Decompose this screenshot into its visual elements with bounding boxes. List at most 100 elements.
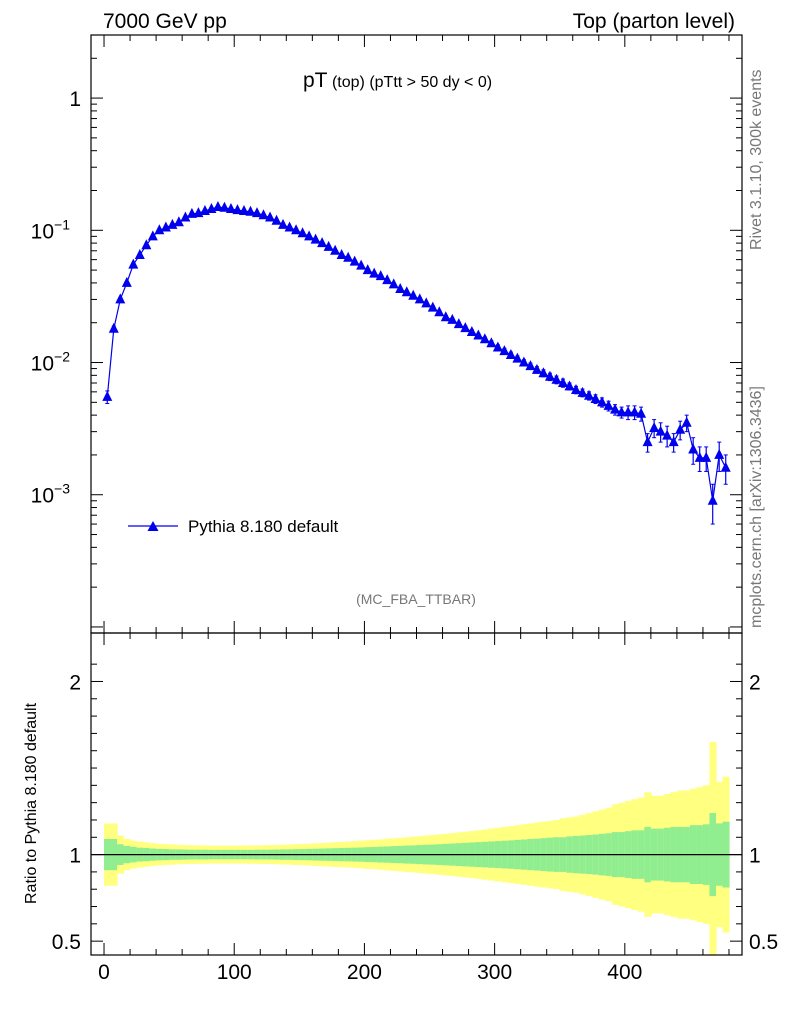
data-point-marker: [518, 356, 529, 367]
data-point-marker: [167, 218, 178, 229]
y-tick-label-exp: −3: [54, 481, 70, 497]
data-point-marker: [330, 244, 341, 255]
data-point-marker: [219, 201, 230, 212]
data-point-marker: [265, 211, 276, 222]
header-right-label: Top (parton level): [573, 10, 735, 33]
series-markers: [102, 201, 731, 505]
data-point-marker: [173, 216, 184, 227]
data-point-marker: [688, 443, 699, 454]
data-point-marker: [701, 451, 712, 462]
data-point-marker: [252, 207, 263, 218]
data-point-marker: [538, 367, 549, 378]
legend-marker-icon: [147, 521, 159, 531]
main-plot-panel: 110−110−210−3 pT (top) (pTtt > 50 dy < 0…: [31, 34, 743, 634]
data-point-marker: [512, 352, 523, 363]
data-point-marker: [115, 293, 126, 304]
ratio-plot-panel: 0.5 0.5 1 1 2 2 0 100 200 300 400 Ratio to Pythia…: [23, 632, 778, 984]
data-point-marker: [486, 337, 497, 348]
data-point-marker: [649, 421, 660, 432]
data-point-marker: [629, 406, 640, 417]
data-point-marker: [636, 407, 647, 418]
data-point-marker: [232, 204, 243, 215]
x-tick-labels: 0 100 200 300 400: [98, 961, 642, 984]
plot-title-main: pT: [303, 69, 328, 92]
data-point-marker: [121, 276, 132, 287]
y-tick-label: 10−1: [31, 216, 71, 243]
plot-title-sub2: (pTtt > 50 dy < 0): [369, 74, 492, 91]
data-point-marker: [473, 329, 484, 340]
data-point-marker: [271, 214, 282, 225]
series-error-bars: [105, 205, 728, 525]
y-tick-label-base: 10: [31, 220, 54, 243]
data-point-marker: [395, 282, 406, 293]
data-point-marker: [675, 423, 686, 434]
data-point-marker: [440, 311, 451, 322]
data-point-marker: [447, 313, 458, 324]
data-point-marker: [134, 249, 145, 260]
data-point-marker: [128, 258, 139, 269]
data-point-marker: [160, 221, 171, 232]
data-point-marker: [291, 224, 302, 235]
data-point-marker: [610, 403, 621, 414]
ratio-axis-ticks: [91, 633, 742, 955]
data-point-marker: [180, 211, 191, 222]
ratio-y-tick-labels: 0.5 0.5 1 1 2 2: [52, 671, 778, 954]
data-point-marker: [564, 380, 575, 391]
data-point-marker: [642, 436, 653, 447]
data-point-marker: [616, 406, 627, 417]
data-point-marker: [102, 390, 113, 401]
data-point-marker: [141, 239, 152, 250]
y-tick-label: 1: [69, 88, 81, 111]
data-point-marker: [108, 322, 119, 333]
data-point-marker: [388, 278, 399, 289]
data-point-marker: [323, 240, 334, 251]
data-point-marker: [284, 221, 295, 232]
data-point-marker: [590, 392, 601, 403]
data-point-marker: [369, 267, 380, 278]
data-point-marker: [258, 209, 269, 220]
header-left-label: 7000 GeV pp: [103, 10, 227, 33]
data-point-marker: [362, 264, 373, 275]
mcplots-label: mcplots.cern.ch [arXiv:1306.3436]: [748, 386, 765, 628]
data-point-marker: [460, 322, 471, 333]
data-point-marker: [505, 348, 516, 359]
data-point-marker: [525, 360, 536, 371]
data-point-marker: [304, 230, 315, 241]
analysis-label: (MC_FBA_TTBAR): [356, 591, 476, 607]
ratio-uncertainty-bands: [104, 742, 730, 955]
data-point-marker: [570, 383, 581, 394]
data-point-marker: [681, 416, 692, 427]
ratio-y-tick-label-left: 1: [69, 845, 81, 868]
data-point-marker: [317, 237, 328, 248]
ratio-y-axis-label: Ratio to Pythia 8.180 default: [23, 702, 40, 904]
ratio-y-tick-label-right: 1: [749, 845, 761, 868]
x-tick-label: 400: [607, 961, 642, 984]
data-point-marker: [551, 373, 562, 384]
data-point-marker: [603, 399, 614, 410]
data-point-marker: [655, 425, 666, 436]
data-point-marker: [623, 406, 634, 417]
y-tick-label-base: 10: [31, 485, 54, 508]
data-point-marker: [466, 326, 477, 337]
data-point-marker: [597, 396, 608, 407]
data-point-marker: [147, 230, 158, 241]
data-point-marker: [212, 201, 223, 212]
data-point-marker: [278, 218, 289, 229]
data-point-marker: [349, 255, 360, 266]
y-tick-label-exp: −1: [54, 216, 70, 232]
y-tick-label-base: 10: [31, 353, 54, 376]
data-point-marker: [662, 429, 673, 440]
data-point-marker: [343, 251, 354, 262]
data-point-marker: [421, 297, 432, 308]
data-point-marker: [453, 318, 464, 329]
y-tick-label: 10−2: [31, 349, 71, 376]
legend: Pythia 8.180 default: [128, 517, 339, 536]
ratio-y-tick-label-right: 2: [749, 671, 761, 694]
data-point-marker: [557, 376, 568, 387]
main-plot-frame: [90, 34, 743, 634]
plot-title: pT (top) (pTtt > 50 dy < 0): [303, 69, 492, 92]
ratio-y-tick-label-left: 0.5: [52, 931, 81, 954]
data-point-marker: [499, 345, 510, 356]
data-point-marker: [720, 461, 731, 472]
plot-title-sub1: (top): [328, 74, 370, 91]
